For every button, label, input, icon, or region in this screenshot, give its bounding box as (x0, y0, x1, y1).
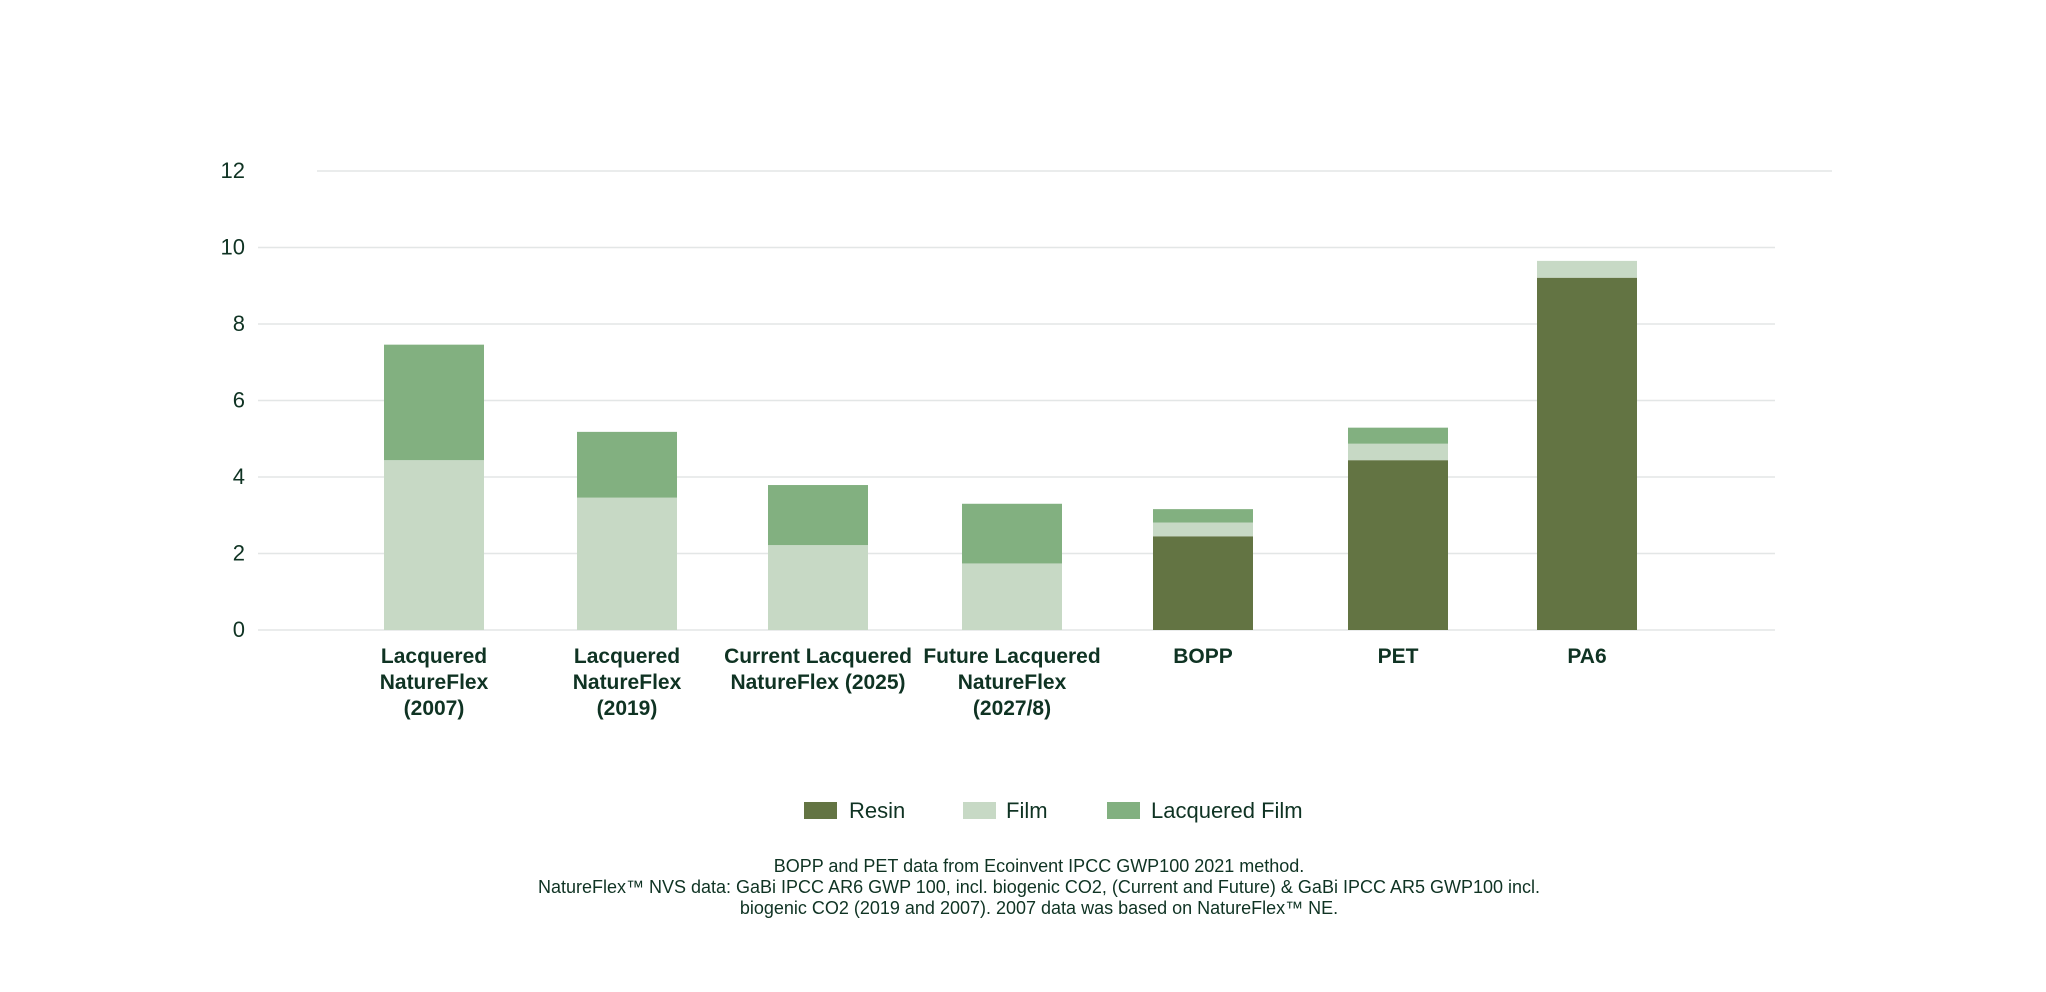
x-tick-label: (2019) (597, 697, 658, 720)
bar-segment-lacquered-film (962, 503, 1062, 564)
legend-swatch (963, 802, 996, 819)
x-tick-label: (2027/8) (973, 697, 1051, 720)
legend-swatch (804, 802, 837, 819)
x-tick-label: NatureFlex (380, 671, 489, 694)
y-tick-label: 8 (233, 311, 245, 336)
bar-segment-lacquered-film (1348, 427, 1448, 444)
legend-label: Resin (849, 798, 905, 823)
x-tick-label: Current Lacquered (724, 645, 912, 668)
bar-segment-film (384, 460, 484, 630)
y-tick-label: 4 (233, 464, 245, 489)
bar-segment-resin (1348, 460, 1448, 630)
x-tick-label: Lacquered (574, 645, 680, 668)
x-tick-label: NatureFlex (958, 671, 1067, 694)
bar-segment-resin (1537, 277, 1637, 630)
x-tick-label: PA6 (1567, 645, 1606, 668)
bar-segment-film (577, 497, 677, 630)
legend-swatch (1107, 802, 1140, 819)
bar-segment-lacquered-film (384, 344, 484, 461)
bar-segment-film (1153, 522, 1253, 537)
footnote-line-3: biogenic CO2 (2019 and 2007). 2007 data … (739, 898, 1339, 918)
x-tick-label: NatureFlex (2025) (730, 671, 905, 694)
bar-segment-lacquered-film (768, 485, 868, 546)
x-tick-label: NatureFlex (573, 671, 682, 694)
legend-label: Lacquered Film (1151, 798, 1303, 823)
bar-segment-lacquered-film (577, 431, 677, 498)
x-tick-label: Lacquered (381, 645, 487, 668)
bar-segment-film (962, 563, 1062, 630)
bar-segment-lacquered-film (1153, 509, 1253, 523)
footnote-line-2: NatureFlex™ NVS data: GaBi IPCC AR6 GWP … (537, 877, 1541, 897)
bar-segment-film (1537, 260, 1637, 278)
bar-segment-resin (1153, 536, 1253, 630)
y-tick-label: 0 (233, 617, 245, 642)
x-tick-label: BOPP (1173, 645, 1233, 668)
bar-segment-film (768, 545, 868, 630)
y-tick-label: 6 (233, 388, 245, 413)
y-tick-label: 12 (221, 158, 245, 183)
x-tick-label: Future Lacquered (923, 645, 1100, 668)
y-tick-label: 2 (233, 541, 245, 566)
bar-segment-film (1348, 443, 1448, 461)
x-tick-label: (2007) (404, 697, 465, 720)
legend-label: Film (1006, 798, 1048, 823)
footnote-line-1: BOPP and PET data from Ecoinvent IPCC GW… (773, 856, 1305, 876)
x-tick-label: PET (1378, 645, 1419, 668)
y-tick-label: 10 (221, 235, 245, 260)
